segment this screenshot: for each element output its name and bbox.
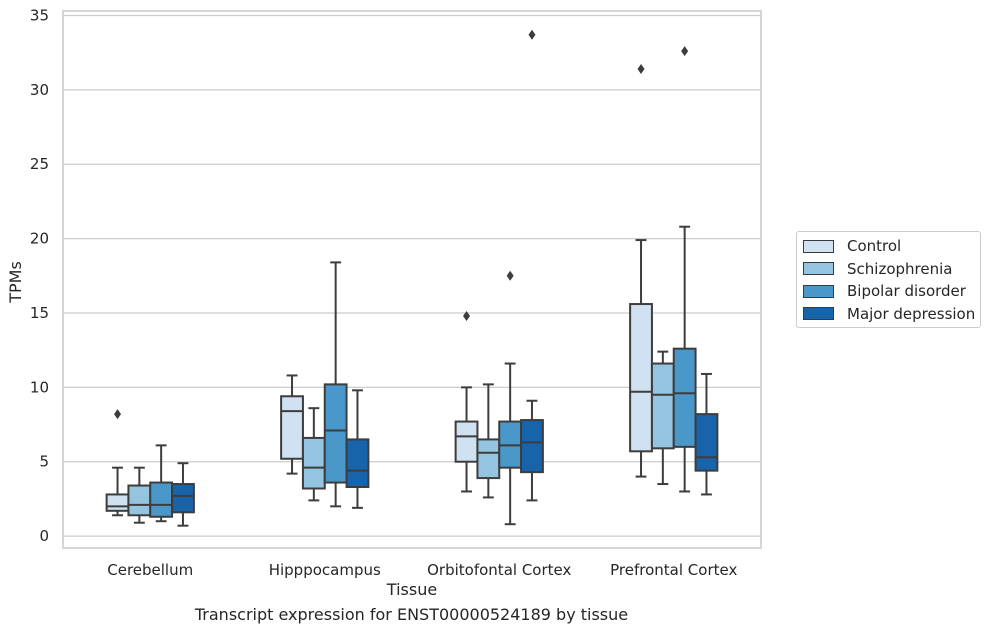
chart-caption: Transcript expression for ENST0000052418… (194, 605, 629, 624)
y-tick-label: 10 (30, 378, 49, 396)
x-tick-labels: Cerebellum Hipppocampus Orbitofontal Corte… (107, 561, 737, 579)
y-tick-label: 0 (39, 527, 49, 545)
legend-item: Major depression (797, 303, 980, 326)
outlier-point (463, 310, 471, 321)
outlier-point (114, 409, 122, 420)
x-tick-label: Hipppocampus (269, 561, 381, 579)
y-tick-label: 15 (30, 304, 49, 322)
box-control (280, 374, 304, 475)
box-body (520, 419, 544, 474)
box-body (105, 493, 130, 512)
legend-label: Control (847, 237, 902, 256)
x-tick-label: Orbitofontal Cortex (427, 561, 571, 579)
box-control (629, 64, 653, 478)
x-tick-label: Cerebellum (107, 561, 193, 579)
legend-swatch (803, 307, 834, 321)
x-tick-label: Prefrontal Cortex (610, 561, 737, 579)
plot-frame (62, 10, 762, 549)
box-body (149, 481, 174, 518)
box-schizophrenia (476, 383, 501, 499)
legend-swatch (803, 239, 834, 253)
box-major-depression (345, 389, 370, 509)
box-body (694, 413, 719, 472)
box-body (650, 362, 675, 450)
y-tick-labels: 0 5 10 15 20 25 30 35 (30, 6, 49, 545)
y-tick-label: 35 (30, 6, 49, 24)
y-tick-label: 20 (30, 230, 49, 248)
outlier-point (528, 29, 536, 40)
box-layer (105, 29, 719, 527)
box-body (476, 438, 501, 480)
box-control (105, 409, 130, 517)
y-tick-label: 30 (30, 81, 49, 99)
grid-lines (63, 14, 761, 537)
outlier-point (637, 64, 645, 75)
legend-swatch (803, 262, 834, 276)
outlier-point (506, 270, 514, 281)
box-schizophrenia (127, 466, 152, 524)
y-tick-label: 25 (30, 155, 49, 173)
box-schizophrenia (301, 407, 326, 502)
box-body (127, 484, 152, 517)
box-body (454, 420, 479, 463)
box-body (171, 483, 195, 514)
box-body (323, 383, 348, 484)
box-bipolar-disorder (672, 46, 697, 493)
box-major-depression (520, 29, 544, 502)
box-body (345, 438, 370, 489)
box-schizophrenia (650, 350, 675, 486)
y-axis-label: TPMs (6, 261, 25, 304)
outlier-point (681, 46, 689, 57)
legend: Control Schizophrenia Bipolar disorder Majo… (796, 231, 981, 328)
box-major-depression (171, 462, 195, 527)
box-body (301, 436, 326, 490)
box-bipolar-disorder (323, 261, 348, 508)
x-axis-label: Tissue (386, 580, 437, 599)
legend-label: Major depression (847, 304, 976, 323)
legend-item: Bipolar disorder (797, 280, 980, 303)
legend-label: Schizophrenia (847, 259, 953, 278)
box-body (672, 347, 697, 448)
box-body (280, 395, 304, 460)
legend-swatch (803, 284, 834, 298)
box-body (629, 303, 653, 453)
box-major-depression (694, 372, 719, 496)
box-control (454, 310, 479, 493)
legend-item: Control (797, 235, 980, 258)
legend-item: Schizophrenia (797, 258, 980, 281)
box-bipolar-disorder (149, 444, 174, 523)
legend-label: Bipolar disorder (847, 282, 966, 301)
y-tick-label: 5 (39, 453, 49, 471)
box-bipolar-disorder (498, 270, 523, 526)
